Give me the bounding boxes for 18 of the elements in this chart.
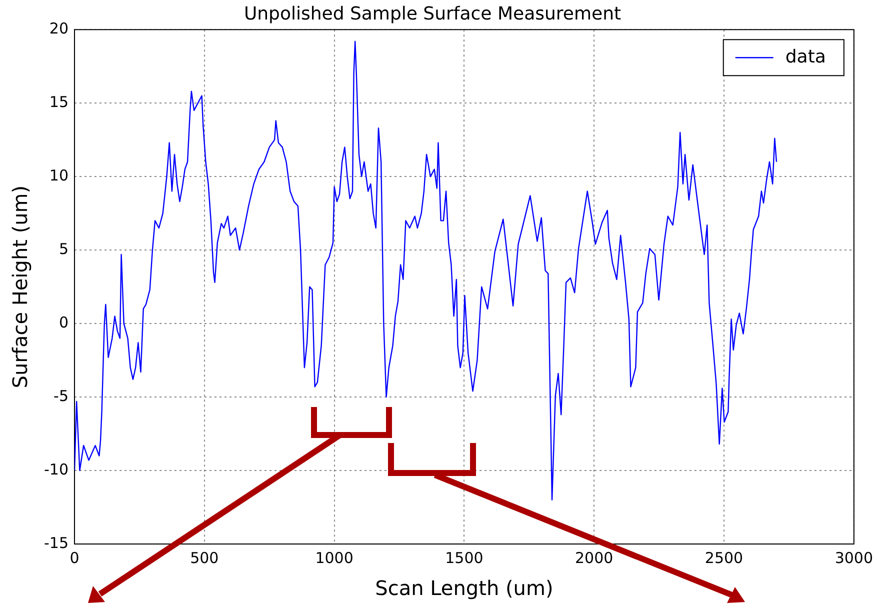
legend-label: data (785, 46, 826, 68)
x-tick-label: 2500 (704, 548, 744, 567)
y-tick-label: -15 (44, 534, 68, 552)
x-tick-label: 3000 (834, 548, 874, 567)
chart-title: Unpolished Sample Surface Measurement (244, 3, 622, 24)
y-tick-label: 20 (49, 19, 68, 38)
x-axis-title: Scan Length (um) (375, 576, 554, 600)
y-tick-label: -10 (44, 460, 68, 478)
y-tick-label: 15 (49, 92, 68, 111)
y-axis-title: Surface Height (um) (8, 185, 32, 388)
y-tick-label: 10 (49, 166, 68, 184)
x-tick-label: 1000 (315, 548, 354, 567)
y-tick-label: 5 (58, 240, 68, 258)
y-tick-label: 0 (58, 313, 68, 332)
x-tick-label: 2000 (575, 548, 614, 567)
x-tick-label: 1500 (445, 548, 484, 567)
x-tick-label: 500 (190, 548, 219, 567)
y-tick-label: -5 (54, 386, 68, 405)
